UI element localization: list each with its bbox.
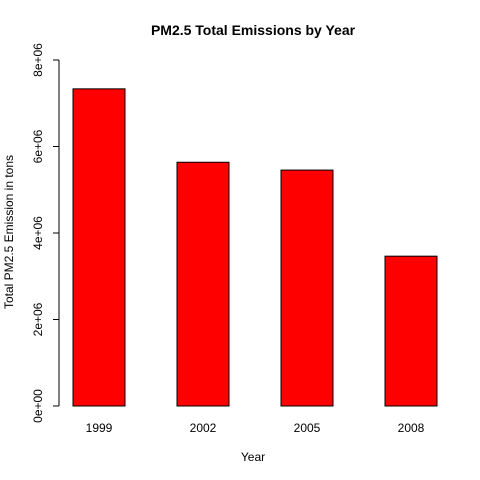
bar-2005 <box>280 169 334 407</box>
bar-1999 <box>72 88 126 407</box>
y-tick-label: 2e+06 <box>31 302 45 336</box>
y-axis-label: Total PM2.5 Emission in tons <box>2 155 16 309</box>
chart-title: PM2.5 Total Emissions by Year <box>151 22 356 38</box>
y-tick-label: 6e+06 <box>31 129 45 163</box>
y-tick-label: 4e+06 <box>31 216 45 250</box>
bar-2002 <box>176 161 230 407</box>
x-tick-label-2005: 2005 <box>294 421 321 435</box>
x-tick-label-2002: 2002 <box>190 421 217 435</box>
bar-2008 <box>384 255 438 407</box>
y-axis: 0e+00 2e+06 4e+06 6e+06 8e+06 <box>31 43 60 423</box>
y-tick-label: 8e+06 <box>31 43 45 77</box>
x-tick-label-2008: 2008 <box>398 421 425 435</box>
y-tick-label: 0e+00 <box>31 389 45 423</box>
x-axis: 1999 2002 2005 2008 <box>86 421 425 435</box>
x-tick-label-1999: 1999 <box>86 421 113 435</box>
bars-group <box>72 88 438 407</box>
x-axis-label: Year <box>241 450 265 464</box>
